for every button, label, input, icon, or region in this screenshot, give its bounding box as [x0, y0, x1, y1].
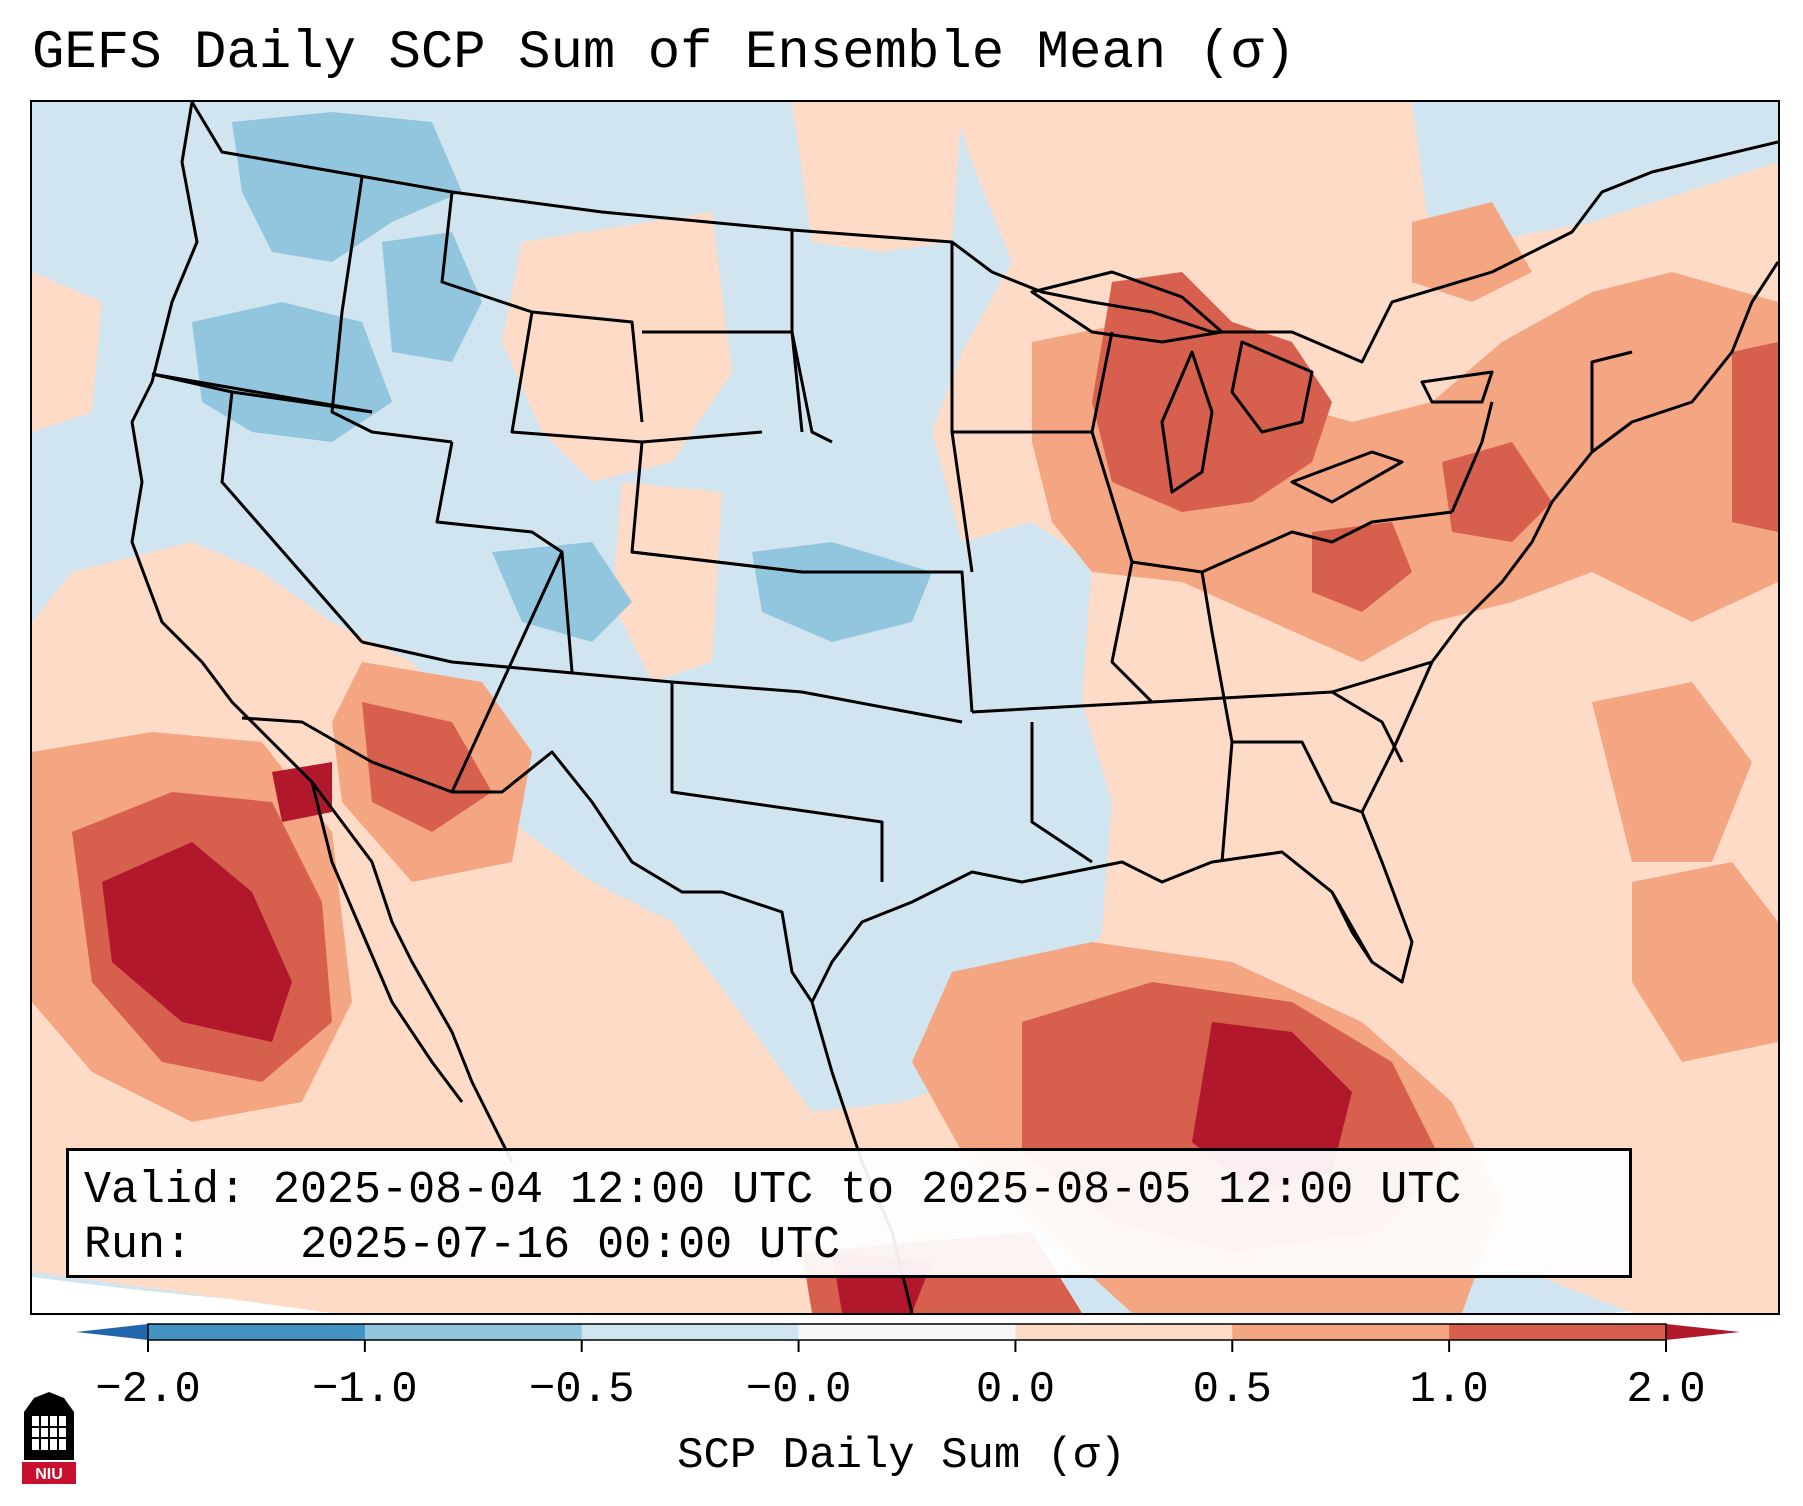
id-border	[330, 176, 453, 444]
mexico-border	[241, 716, 814, 1003]
run-label: Run:	[84, 1220, 193, 1271]
niu-logo: NIU	[22, 1392, 76, 1484]
colorbar-extend-low	[76, 1324, 148, 1340]
lake-ontario	[1420, 370, 1494, 404]
co-ut-border	[560, 551, 574, 673]
atlantic-gulf-coast	[810, 261, 1778, 1003]
colorbar-segment	[364, 1324, 583, 1340]
colorbar-segment	[581, 1324, 800, 1340]
colorbar	[76, 1323, 1740, 1352]
lake-superior	[1030, 270, 1224, 344]
lake-erie	[1290, 450, 1404, 504]
colorbar-segment	[148, 1324, 366, 1340]
colorbar-tick-label: −0.0	[745, 1365, 852, 1415]
colorbar-outline	[147, 1323, 1667, 1341]
colorbar-tick-label: 0.5	[1192, 1365, 1272, 1415]
colorbar-tick-label: 0.0	[975, 1365, 1056, 1415]
scp-map	[32, 102, 1778, 1313]
projection-edge-left	[32, 1277, 592, 1313]
canada-border	[190, 102, 1778, 364]
oh-pa-border	[1201, 510, 1453, 574]
wi-border	[1090, 331, 1114, 433]
colorbar-tick-label: 2.0	[1626, 1365, 1706, 1415]
validity-info-box: Valid: 2025-08-04 12:00 UTC to 2025-08-0…	[66, 1148, 1632, 1278]
colorbar-segments	[148, 1324, 1667, 1340]
lake-michigan	[1160, 350, 1214, 494]
ar-la-border	[1030, 722, 1093, 864]
ca-nv-border	[220, 391, 364, 643]
chart-title: GEFS Daily SCP Sum of Ensemble Mean (σ)	[32, 23, 1296, 84]
ks-border	[631, 550, 974, 713]
colorbar-segment	[798, 1324, 1016, 1340]
al-ga-border	[1232, 740, 1363, 814]
tx-ok-border	[670, 682, 884, 882]
boundaries	[130, 102, 1778, 1313]
baja-coast	[310, 781, 464, 1103]
new-england-border	[1590, 350, 1633, 452]
colorbar-tick-label: −0.5	[528, 1365, 635, 1415]
pa-ny-border	[1450, 401, 1494, 513]
colorbar-ticks	[147, 1340, 1667, 1352]
logo-text: NIU	[35, 1466, 63, 1483]
ut-border	[435, 441, 564, 793]
nd-sd-border	[790, 230, 833, 444]
run-value: 2025-07-16 00:00 UTC	[300, 1220, 841, 1271]
valid-value: 2025-08-04 12:00 UTC to 2025-08-05 12:00…	[273, 1165, 1462, 1216]
colorbar-segment	[1015, 1324, 1233, 1340]
lake-huron	[1230, 340, 1314, 434]
colorbar-title: SCP Daily Sum (σ)	[677, 1431, 1126, 1481]
anomaly-light-positive	[32, 102, 1778, 1313]
sd-border	[642, 330, 804, 433]
colorbar-segment	[1232, 1324, 1450, 1340]
colorbar-segment	[1449, 1324, 1667, 1340]
il-in-border	[1131, 560, 1234, 863]
tn-nc-line	[971, 660, 1433, 714]
map-panel	[30, 100, 1780, 1315]
colorbar-tick-label: 1.0	[1409, 1365, 1489, 1415]
colorbar-extend-high	[1666, 1324, 1740, 1340]
wy-border	[510, 311, 763, 444]
valid-label: Valid:	[84, 1165, 247, 1216]
florida-coast	[1330, 891, 1374, 963]
sc-nc-border	[1331, 690, 1404, 763]
pacific-coast	[130, 102, 514, 1163]
colorbar-tick-label: −1.0	[312, 1365, 418, 1415]
colorbar-tick-label: −2.0	[95, 1365, 201, 1415]
four-corners-line	[361, 640, 963, 724]
